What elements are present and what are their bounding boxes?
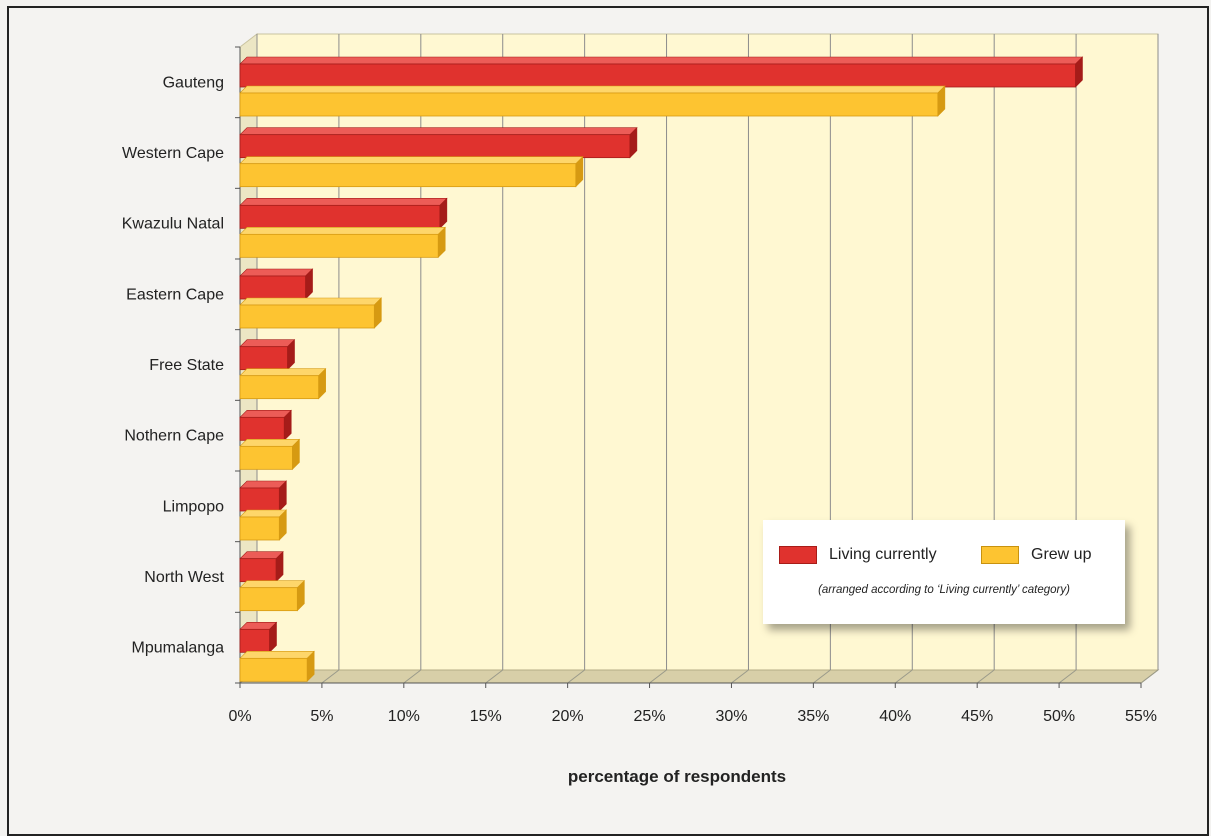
x-tick-label: 30% bbox=[715, 708, 747, 725]
bar-grew-up-limpopo bbox=[239, 509, 288, 541]
legend-item-living-currently: Living currently bbox=[779, 546, 937, 564]
bar-front-face bbox=[239, 628, 270, 653]
bar-living-currently-gauteng bbox=[239, 56, 1084, 88]
plot-floor bbox=[238, 669, 1160, 684]
bar-top-face bbox=[239, 551, 284, 559]
bar-front-face bbox=[239, 587, 298, 612]
legend-item-grew-up: Grew up bbox=[981, 546, 1091, 564]
category-label-north-west: North West bbox=[144, 569, 224, 586]
legend: Living currently Grew up (arranged accor… bbox=[763, 520, 1125, 624]
category-label-kwazulu-natal: Kwazulu Natal bbox=[122, 216, 224, 233]
bar-living-currently-western-cape bbox=[239, 126, 638, 159]
bar-top-face bbox=[239, 580, 306, 588]
category-label-western-cape: Western Cape bbox=[122, 145, 224, 162]
legend-label-grew-up: Grew up bbox=[1031, 546, 1092, 563]
bar-top-face bbox=[239, 509, 288, 518]
x-tick-label: 45% bbox=[961, 708, 993, 725]
bar-grew-up-nothern-cape bbox=[239, 438, 301, 471]
bar-front-face bbox=[239, 275, 306, 300]
floor-gridline bbox=[731, 669, 749, 684]
x-tick-label: 50% bbox=[1043, 708, 1075, 725]
bar-living-currently-free-state bbox=[239, 338, 296, 371]
bar-front-face bbox=[239, 204, 441, 229]
bar-living-currently-limpopo bbox=[239, 480, 288, 512]
bar-top-face bbox=[239, 480, 288, 489]
bar-top-face bbox=[239, 339, 296, 347]
bar-front-face bbox=[239, 375, 320, 400]
floor-gridline bbox=[813, 669, 831, 684]
bar-living-currently-north-west bbox=[239, 550, 284, 583]
bar-top-face bbox=[239, 368, 327, 376]
floor-gridline bbox=[894, 669, 913, 684]
bar-grew-up-gauteng bbox=[239, 85, 946, 117]
bar-front-face bbox=[239, 516, 280, 541]
bar-front-face bbox=[239, 445, 293, 470]
bar-grew-up-western-cape bbox=[239, 155, 584, 188]
bar-living-currently-mpumalanga bbox=[239, 621, 278, 654]
bar-front-face bbox=[239, 487, 280, 512]
category-label-free-state: Free State bbox=[149, 357, 224, 374]
x-tick-label: 35% bbox=[797, 708, 829, 725]
category-label-limpopo: Limpopo bbox=[163, 498, 224, 515]
x-tick-label: 25% bbox=[634, 708, 666, 725]
bar-top-face bbox=[239, 156, 584, 164]
bar-front-face bbox=[239, 134, 631, 159]
category-label-mpumalanga: Mpumalanga bbox=[132, 640, 225, 657]
bar-front-face bbox=[239, 233, 439, 258]
bar-living-currently-kwazulu-natal bbox=[239, 197, 448, 230]
legend-swatch-living-currently bbox=[779, 546, 817, 564]
legend-swatch-grew-up bbox=[981, 546, 1019, 564]
legend-note: (arranged according to ‘Living currently… bbox=[818, 584, 1070, 596]
bar-top-face bbox=[239, 439, 301, 447]
legend-label-living-currently: Living currently bbox=[829, 546, 937, 563]
x-tick-label: 15% bbox=[470, 708, 502, 725]
x-axis-title: percentage of respondents bbox=[568, 767, 786, 786]
x-tick-label: 55% bbox=[1125, 708, 1157, 725]
x-tick-label: 10% bbox=[388, 708, 420, 725]
category-label-gauteng: Gauteng bbox=[163, 74, 224, 91]
floor-gridline bbox=[403, 669, 422, 684]
bar-front-face bbox=[239, 657, 308, 682]
bar-grew-up-kwazulu-natal bbox=[239, 226, 446, 259]
x-tick-label: 40% bbox=[879, 708, 911, 725]
bar-front-face bbox=[239, 346, 288, 371]
bar-front-face bbox=[239, 558, 277, 583]
bar-top-face bbox=[239, 56, 1084, 65]
floor-gridline bbox=[649, 669, 667, 684]
floor-gridline bbox=[976, 669, 995, 684]
bar-top-face bbox=[239, 268, 314, 277]
floor-gridline bbox=[321, 669, 340, 684]
x-tick-label: 0% bbox=[228, 708, 251, 725]
bar-top-face bbox=[239, 198, 448, 206]
bar-living-currently-nothern-cape bbox=[239, 409, 292, 442]
bar-top-face bbox=[239, 85, 946, 94]
floor-gridline bbox=[485, 669, 504, 684]
bar-grew-up-north-west bbox=[239, 579, 306, 612]
bar-front-face bbox=[239, 416, 285, 441]
bar-top-face bbox=[239, 227, 446, 235]
category-label-eastern-cape: Eastern Cape bbox=[126, 286, 224, 303]
bar-living-currently-eastern-cape bbox=[239, 268, 314, 300]
floor-gridline bbox=[1140, 669, 1159, 684]
bar-top-face bbox=[239, 651, 315, 659]
bar-front-face bbox=[239, 304, 375, 329]
bar-grew-up-eastern-cape bbox=[239, 297, 383, 329]
bar-front-face bbox=[239, 63, 1076, 88]
bar-front-face bbox=[239, 163, 577, 188]
floor-gridline bbox=[567, 669, 585, 684]
bar-top-face bbox=[239, 410, 292, 418]
bar-top-face bbox=[239, 297, 383, 306]
bar-top-face bbox=[239, 127, 638, 135]
x-tick-label: 5% bbox=[310, 708, 333, 725]
bar-grew-up-free-state bbox=[239, 367, 327, 400]
category-label-nothern-cape: Nothern Cape bbox=[124, 428, 224, 445]
bar-grew-up-mpumalanga bbox=[239, 650, 315, 683]
floor-gridline bbox=[1058, 669, 1077, 684]
bar-front-face bbox=[239, 92, 939, 117]
x-tick-label: 20% bbox=[552, 708, 584, 725]
